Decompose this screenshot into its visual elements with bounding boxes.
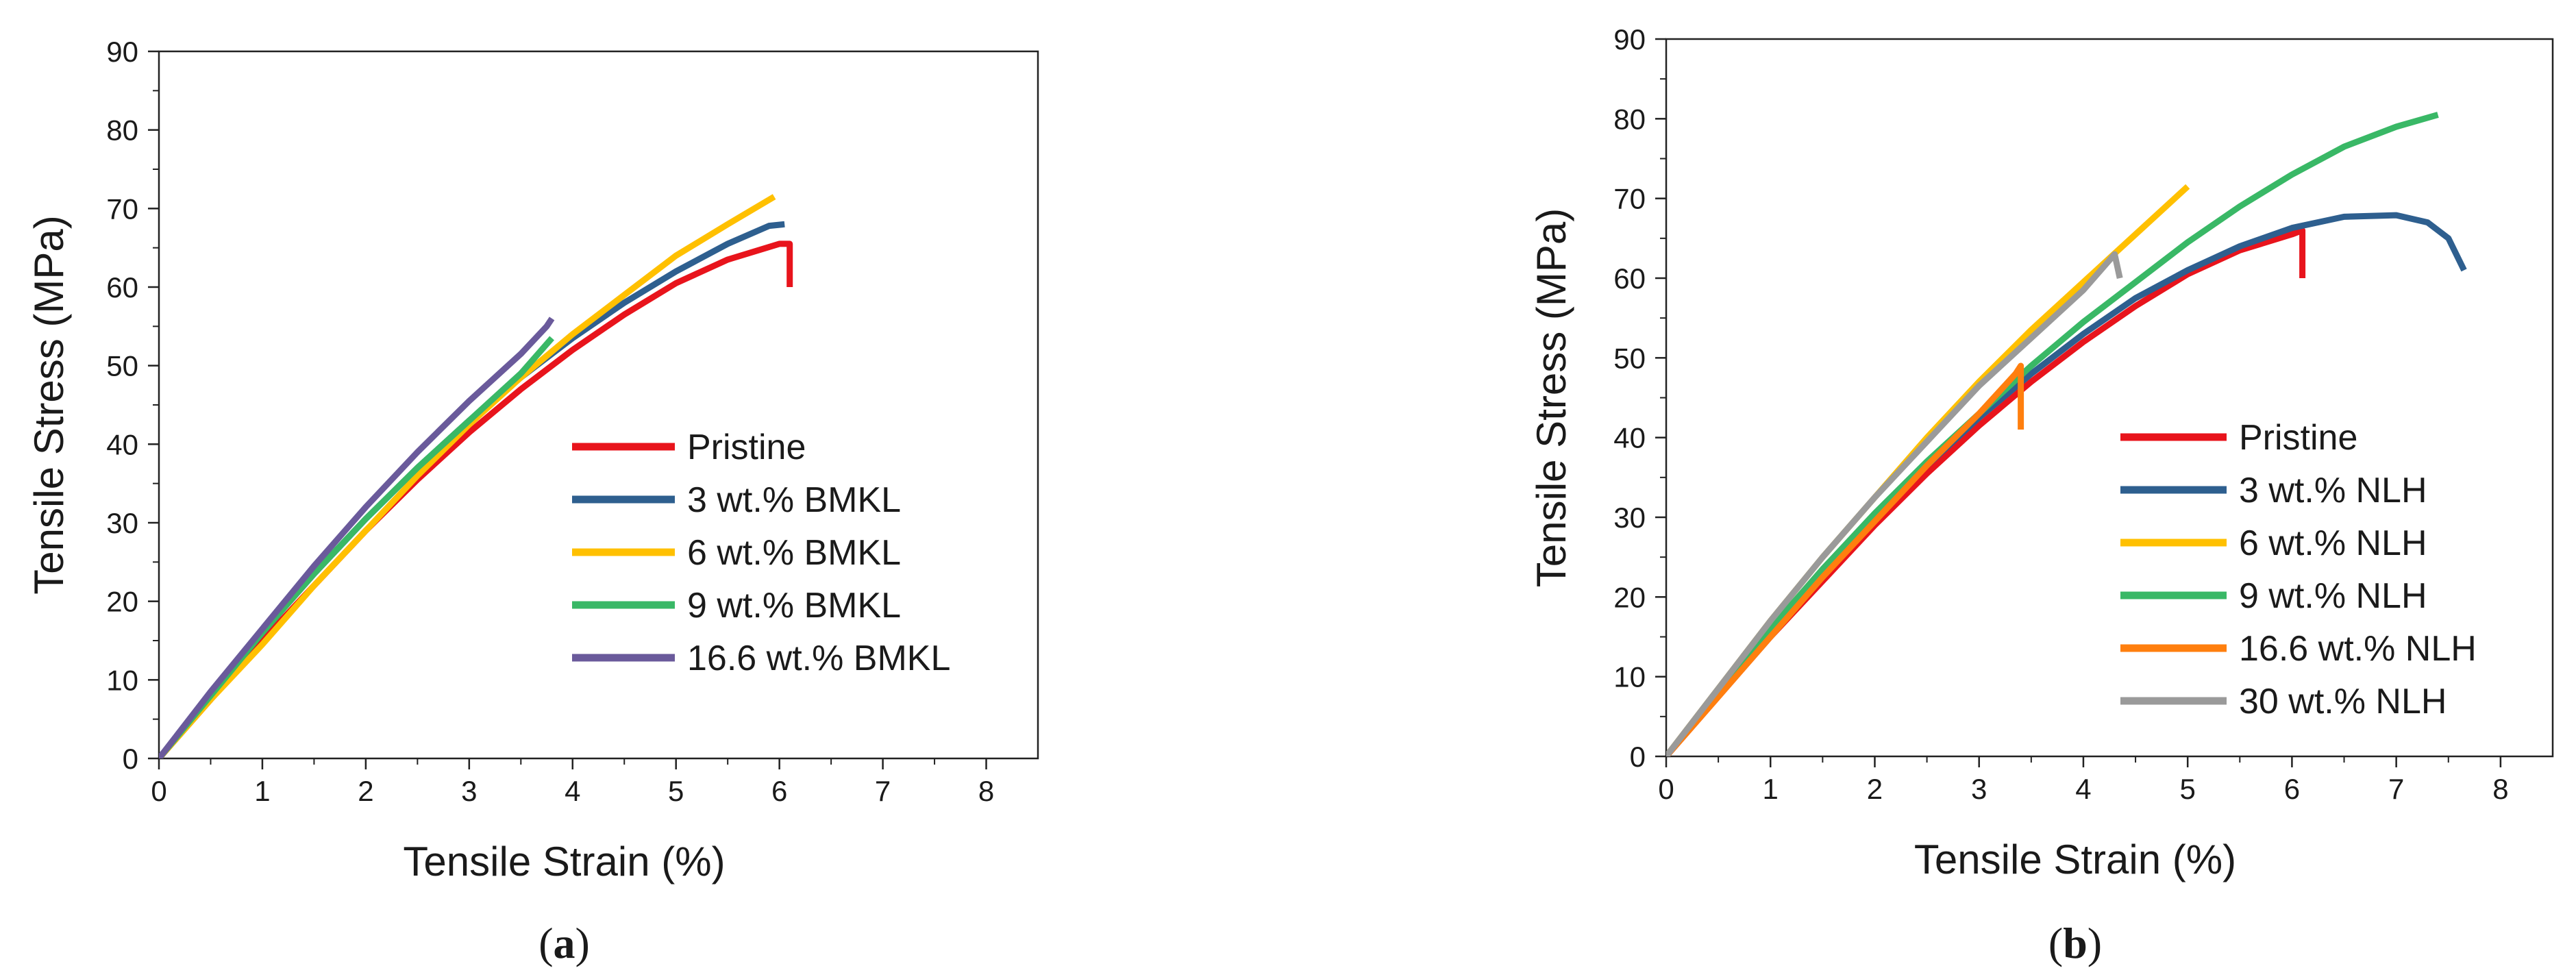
- x-tick-label: 8: [978, 775, 994, 807]
- x-tick-label: 6: [2284, 773, 2300, 805]
- y-tick-label: 20: [1613, 581, 1646, 613]
- x-tick-label: 4: [2075, 773, 2091, 805]
- series-line-16-6-wt-nlh: [1666, 362, 2024, 756]
- legend-label: Pristine: [2239, 418, 2357, 458]
- x-tick-label: 3: [1971, 773, 1987, 805]
- y-tick-label: 60: [106, 271, 138, 304]
- series-line-9-wt-nlh: [1666, 112, 2439, 756]
- x-tick-label: 8: [2492, 773, 2508, 805]
- y-axis-title: Tensile Stress (MPa): [26, 215, 72, 594]
- x-tick-label: 7: [2388, 773, 2404, 805]
- y-tick-label: 30: [106, 507, 138, 539]
- x-axis-title: Tensile Strain (%): [403, 839, 725, 885]
- legend-label: 30 wt.% NLH: [2239, 682, 2447, 721]
- x-tick-label: 4: [565, 775, 580, 807]
- y-tick-label: 10: [1613, 661, 1646, 693]
- x-tick-label: 6: [771, 775, 787, 807]
- x-tick-label: 7: [875, 775, 891, 807]
- x-tick-label: 1: [1763, 773, 1779, 805]
- y-tick-label: 90: [106, 36, 138, 68]
- x-tick-label: 0: [1658, 773, 1674, 805]
- x-tick-label: 5: [2179, 773, 2195, 805]
- y-tick-label: 40: [1613, 422, 1646, 454]
- y-tick-label: 80: [106, 114, 138, 147]
- x-tick-label: 3: [461, 775, 477, 807]
- y-axis-title: Tensile Stress (MPa): [1528, 208, 1574, 587]
- x-tick-label: 1: [254, 775, 270, 807]
- legend-label: 9 wt.% BMKL: [687, 586, 901, 626]
- legend-label: 6 wt.% BMKL: [687, 533, 901, 573]
- series-line-16-6-wt-bmkl: [159, 317, 555, 758]
- legend-label: 6 wt.% NLH: [2239, 523, 2427, 563]
- y-tick-label: 50: [106, 350, 138, 382]
- series-group: [159, 194, 793, 758]
- x-tick-label: 5: [668, 775, 684, 807]
- x-tick-label: 2: [358, 775, 373, 807]
- panel-label: (b): [2048, 919, 2102, 967]
- legend-label: 3 wt.% NLH: [2239, 471, 2427, 510]
- legend: Pristine 3 wt.% BMKL 6 wt.% BMKL 9 wt.% BMK…: [572, 428, 950, 678]
- y-tick-label: 0: [1630, 741, 1646, 773]
- legend-label: 16.6 wt.% NLH: [2239, 629, 2477, 669]
- series-line-30-wt-nlh: [1666, 251, 2123, 756]
- series-group: [1666, 112, 2467, 756]
- legend-label: 3 wt.% BMKL: [687, 480, 901, 520]
- y-tick-label: 50: [1613, 342, 1646, 374]
- y-tick-label: 80: [1613, 103, 1646, 135]
- legend-label: 9 wt.% NLH: [2239, 576, 2427, 616]
- y-tick-label: 20: [106, 586, 138, 618]
- panel-label: (a): [538, 919, 590, 967]
- y-tick-label: 70: [106, 193, 138, 225]
- y-tick-label: 90: [1613, 23, 1646, 55]
- y-tick-label: 40: [106, 428, 138, 460]
- x-axis-title: Tensile Strain (%): [1914, 837, 2236, 882]
- x-tick-label: 2: [1867, 773, 1883, 805]
- y-tick-label: 70: [1613, 183, 1646, 215]
- y-tick-label: 60: [1613, 262, 1646, 295]
- legend-label: Pristine: [687, 428, 806, 467]
- y-tick-label: 30: [1613, 502, 1646, 534]
- legend-label: 16.6 wt.% BMKL: [687, 639, 950, 678]
- x-tick-label: 0: [151, 775, 166, 807]
- y-tick-label: 0: [123, 743, 138, 775]
- legend: Pristine 3 wt.% NLH 6 wt.% NLH 9 wt.% NLH 16…: [2120, 418, 2477, 721]
- y-tick-label: 10: [106, 664, 138, 696]
